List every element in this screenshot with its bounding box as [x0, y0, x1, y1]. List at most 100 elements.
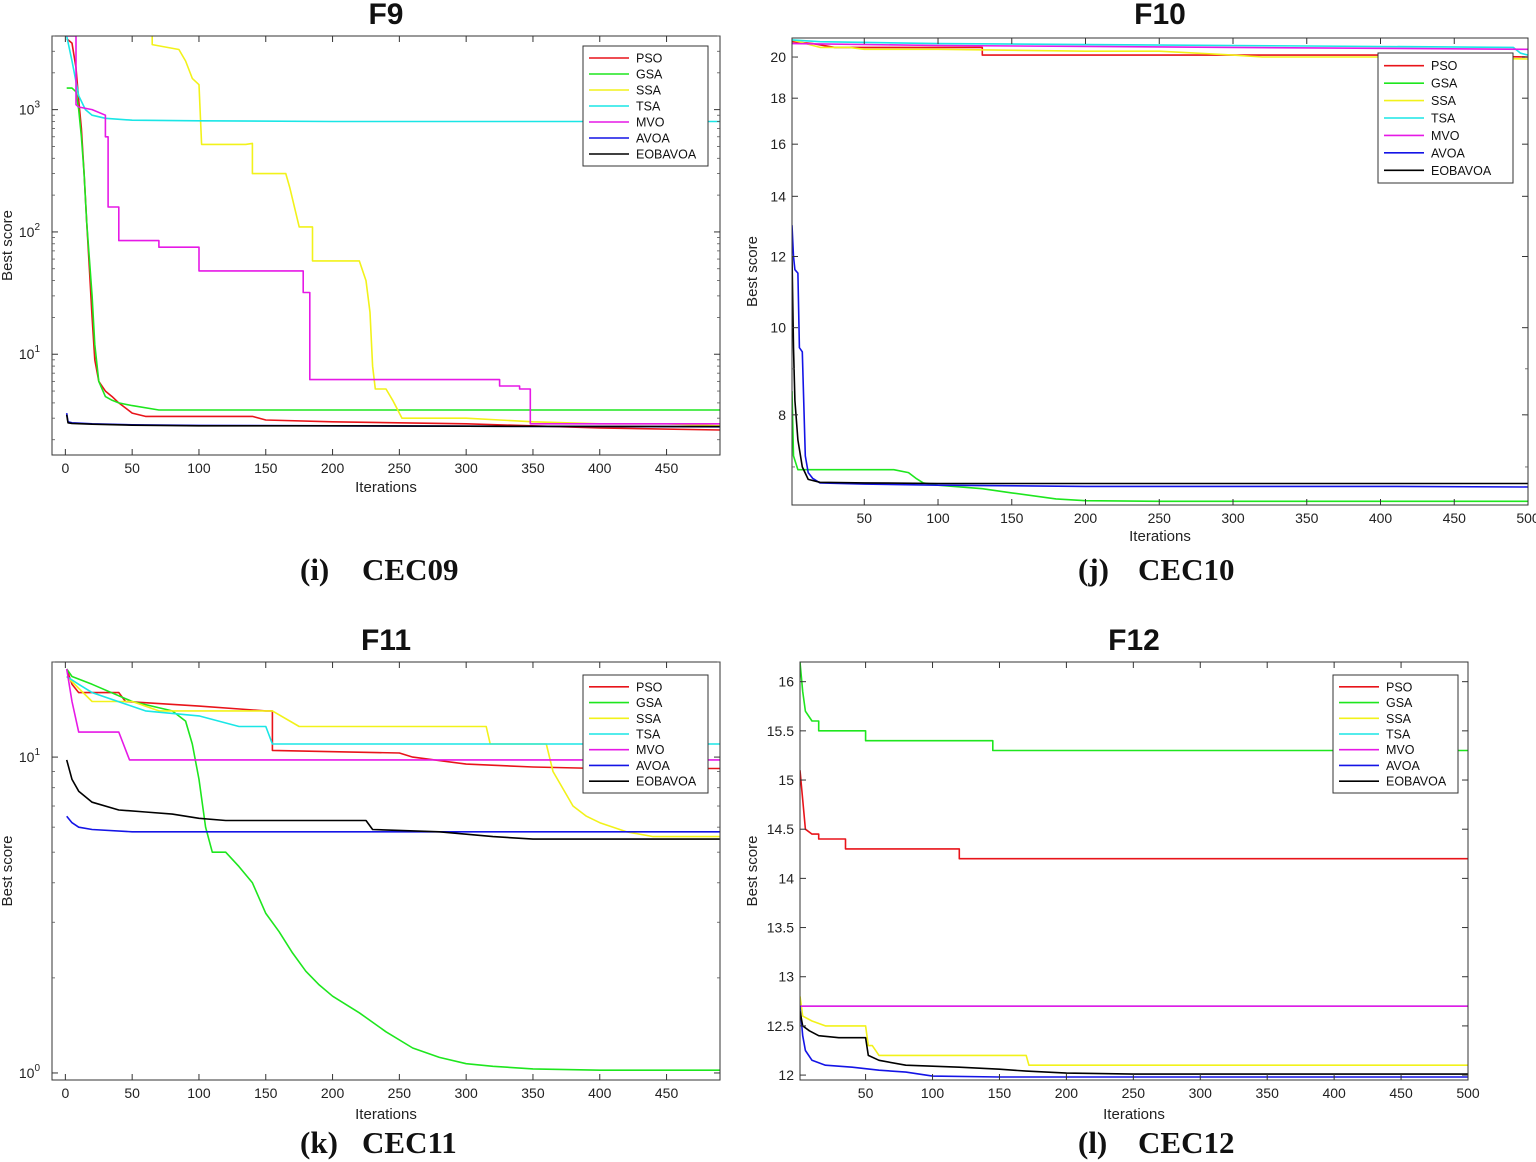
legend-label-pso: PSO	[1431, 59, 1458, 73]
y-tick-label: 14.5	[767, 821, 794, 837]
y-tick-label: 18	[770, 90, 786, 106]
y-tick-label: 14	[778, 870, 794, 886]
x-tick-label: 500	[1516, 510, 1536, 526]
legend-label-eobavoa: EOBAVOA	[1386, 775, 1447, 789]
caption-name: CEC11	[362, 1125, 457, 1160]
legend-label-mvo: MVO	[1431, 129, 1460, 143]
y-tick-label: 12.5	[767, 1018, 794, 1034]
legend-label-mvo: MVO	[636, 743, 665, 757]
chart-title: F12	[1108, 624, 1160, 657]
legend-label-gsa: GSA	[1431, 77, 1458, 91]
x-axis-label: Iterations	[355, 479, 417, 496]
series-line-tsa	[66, 675, 720, 745]
legend-label-gsa: GSA	[636, 68, 663, 82]
series-line-eobavoa	[800, 1011, 1468, 1075]
x-tick-label: 150	[1000, 510, 1024, 526]
x-tick-label: 100	[926, 510, 950, 526]
series-line-avoa	[800, 1006, 1468, 1078]
plot-frame	[51, 661, 721, 1081]
chart-f10: 50 100 150 200 250 300 350 400 450 500 8 10 12 14 16 18…	[744, 0, 1536, 587]
y-tick-label: 8	[778, 407, 786, 423]
series-line-gsa	[66, 87, 720, 411]
x-tick-label: 400	[1369, 510, 1393, 526]
series-line-pso	[66, 38, 720, 431]
legend-label-gsa: GSA	[636, 696, 663, 710]
legend-label-avoa: AVOA	[636, 759, 670, 773]
series-line-gsa	[66, 668, 720, 1071]
x-tick-label: 50	[856, 510, 872, 526]
legend-label-eobavoa: EOBAVOA	[636, 148, 697, 162]
y-axis-label: Best score	[0, 210, 16, 281]
legend-label-ssa: SSA	[636, 712, 662, 726]
caption-label: (j)	[1078, 552, 1109, 587]
legend-label-tsa: TSA	[636, 728, 661, 742]
y-tick-label: 103	[19, 100, 41, 118]
series-line-mvo	[66, 36, 720, 425]
x-tick-label: 450	[1443, 510, 1467, 526]
x-tick-label: 150	[254, 1085, 278, 1101]
series-line-ssa	[800, 996, 1468, 1066]
chart-f11: 0 50 100 150 200 250 300 350 400 450 100 101 F11 Iter…	[0, 624, 721, 1160]
legend-label-tsa: TSA	[636, 100, 661, 114]
chart-f9: 0 50 100 150 200 250 300 350 400 450 101 102 103 F9 It…	[0, 0, 721, 587]
series-line-mvo	[65, 668, 720, 761]
y-tick-label: 20	[770, 49, 786, 65]
series-line-eobavoa	[792, 256, 1528, 485]
series-line-avoa	[792, 225, 1528, 488]
series-line-eobavoa	[65, 759, 720, 840]
x-axis-label: Iterations	[1103, 1106, 1165, 1123]
y-tick-label: 16	[778, 674, 794, 690]
caption-label: (l)	[1078, 1125, 1107, 1160]
y-tick-label: 13	[778, 969, 794, 985]
plot-frame	[51, 35, 721, 456]
x-tick-label: 400	[588, 1085, 612, 1101]
legend-label-mvo: MVO	[636, 116, 665, 130]
series-line-gsa	[800, 662, 1468, 752]
x-tick-label: 200	[321, 460, 345, 476]
x-tick-label: 500	[1456, 1085, 1480, 1101]
legend-label-eobavoa: EOBAVOA	[1431, 164, 1492, 178]
x-tick-label: 200	[1055, 1085, 1079, 1101]
x-tick-label: 250	[388, 1085, 412, 1101]
chart-title: F10	[1134, 0, 1186, 31]
x-tick-label: 50	[858, 1085, 874, 1101]
y-tick-label: 10	[770, 320, 786, 336]
caption-label: (k)	[300, 1125, 338, 1160]
series-group	[65, 36, 720, 431]
caption-name: CEC12	[1138, 1125, 1234, 1160]
x-axis-label: Iterations	[1129, 528, 1191, 545]
series-line-eobavoa	[65, 414, 720, 428]
x-tick-label: 450	[655, 1085, 679, 1101]
x-tick-label: 150	[988, 1085, 1012, 1101]
legend-label-gsa: GSA	[1386, 696, 1413, 710]
legend-label-ssa: SSA	[636, 84, 662, 98]
legend-label-avoa: AVOA	[636, 132, 670, 146]
series-line-avoa	[66, 815, 720, 833]
y-axis-label: Best score	[744, 236, 761, 307]
y-axis-label: Best score	[744, 836, 761, 907]
legend-label-eobavoa: EOBAVOA	[636, 775, 697, 789]
series-group	[65, 668, 720, 1071]
x-tick-label: 300	[454, 1085, 478, 1101]
series-line-tsa	[792, 39, 1528, 56]
y-tick-label: 100	[19, 1063, 41, 1081]
x-tick-label: 50	[124, 1085, 140, 1101]
y-tick-label: 15.5	[767, 723, 794, 739]
legend-label-tsa: TSA	[1386, 728, 1411, 742]
x-tick-label: 300	[1189, 1085, 1213, 1101]
y-tick-label: 16	[770, 136, 786, 152]
x-tick-label: 350	[1256, 1085, 1280, 1101]
x-tick-label: 0	[61, 460, 69, 476]
x-tick-label: 100	[187, 1085, 211, 1101]
y-tick-label: 13.5	[767, 920, 794, 936]
y-axis-label: Best score	[0, 836, 16, 907]
x-tick-label: 0	[61, 1085, 69, 1101]
caption-name: CEC09	[362, 552, 458, 587]
legend-label-mvo: MVO	[1386, 743, 1415, 757]
chart-f12: 50 100 150 200 250 300 350 400 450 500 12 12.5 13 13.…	[744, 624, 1480, 1160]
y-tick-label: 101	[19, 747, 41, 765]
